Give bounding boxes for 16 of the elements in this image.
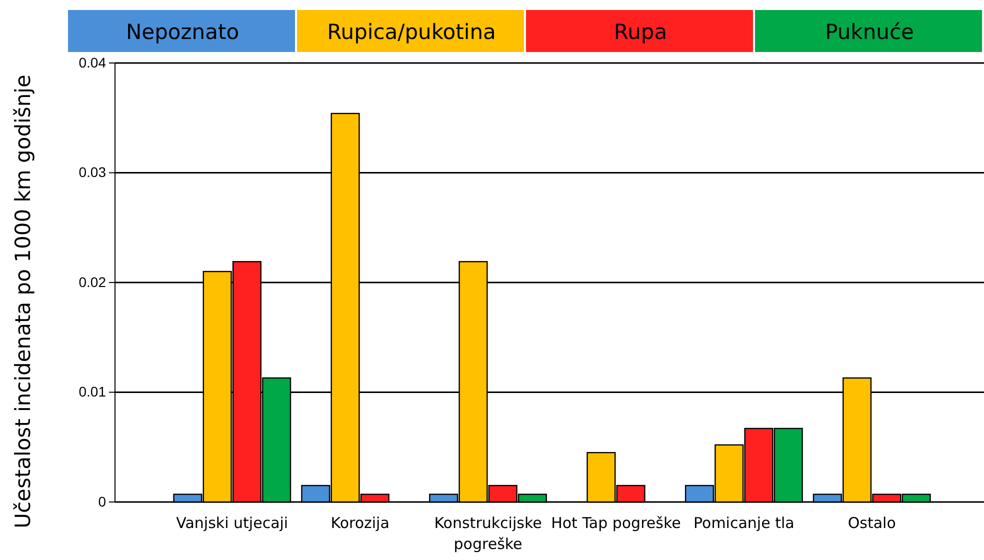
text: Nepoznato [126,20,240,44]
x-tick-label: Korozija [330,514,390,532]
x-tick-label: Ostalo [848,514,896,532]
x-tick-label: Pomicanje tla [694,514,794,532]
y-tick-label: 0.02 [78,274,106,290]
y-tick-label: 0.04 [78,54,106,70]
y-tick-label: 0.01 [78,384,106,400]
y-axis-title: Učestalost incidenata po 1000 km godišnje [11,74,35,528]
text: Rupa [614,20,668,44]
text: Puknuće [825,20,914,44]
y-tick-label: 0 [98,493,106,510]
x-tick-label: Vanjski utjecaji [176,514,288,532]
x-tick-label: Hot Tap pogreške [551,514,681,532]
text: Rupica/pukotina [327,20,496,44]
x-tick-label: Konstrukcijske pogreške [434,514,542,553]
y-tick-label: 0.03 [78,164,106,180]
